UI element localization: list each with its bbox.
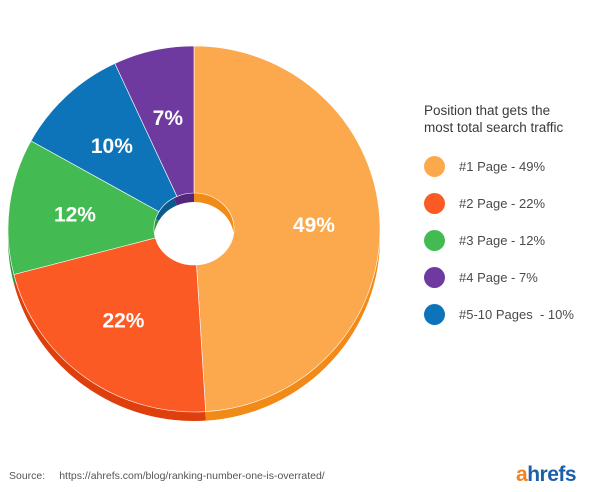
slice-label-3: 12%	[54, 203, 96, 226]
source-note: Source: https://ahrefs.com/blog/ranking-n…	[9, 470, 325, 482]
chart-label-layer: 49% 22% 12% 10% 7%	[54, 107, 335, 333]
slice-label-1: 49%	[293, 214, 335, 237]
pie-slice-5	[114, 45, 195, 197]
pie-slice-4	[30, 63, 178, 213]
chart-slice-layer	[7, 45, 381, 413]
legend-items: #1 Page - 49% #2 Page - 22% #3 Page - 12% #…	[424, 155, 594, 326]
legend-item-4: #4 Page - 7%	[424, 266, 594, 289]
legend-item-5: #5-10 Pages - 10%	[424, 303, 594, 326]
logo-letters-hrefs: hrefs	[527, 463, 577, 486]
legend-label: #4 Page - 7%	[459, 270, 538, 285]
legend-title-line-2: most total search traffic	[424, 120, 564, 135]
slice-label-5: 7%	[153, 107, 184, 130]
chart-legend: Position that gets the most total search…	[424, 102, 594, 340]
legend-label: #5-10 Pages - 10%	[459, 307, 574, 322]
legend-label: #1 Page - 49%	[459, 159, 546, 174]
legend-item-3: #3 Page - 12%	[424, 229, 594, 252]
legend-swatch	[424, 156, 445, 177]
legend-title-line-1: Position that gets the	[424, 103, 551, 118]
logo-letter-a: a	[516, 463, 528, 486]
legend-swatch	[424, 304, 445, 325]
source-url: https://ahrefs.com/blog/ranking-number-o…	[59, 470, 325, 482]
legend-label: #3 Page - 12%	[459, 233, 546, 248]
legend-item-1: #1 Page - 49%	[424, 155, 594, 178]
pie-slice-2	[13, 237, 206, 413]
ahrefs-logo: ahrefs	[516, 463, 577, 487]
legend-label: #2 Page - 22%	[459, 196, 546, 211]
pie-slice-1	[193, 45, 381, 412]
legend-swatch	[424, 267, 445, 288]
legend-swatch	[424, 193, 445, 214]
source-label: Source:	[9, 470, 46, 482]
pie-chart: 49% 22% 12% 10% 7%	[7, 45, 381, 421]
slice-label-4: 10%	[91, 135, 133, 158]
slice-label-2: 22%	[102, 309, 144, 332]
legend-item-2: #2 Page - 22%	[424, 192, 594, 215]
legend-swatch	[424, 230, 445, 251]
legend-title: Position that gets the most total search…	[424, 102, 594, 136]
pie-slice-3	[7, 140, 160, 275]
